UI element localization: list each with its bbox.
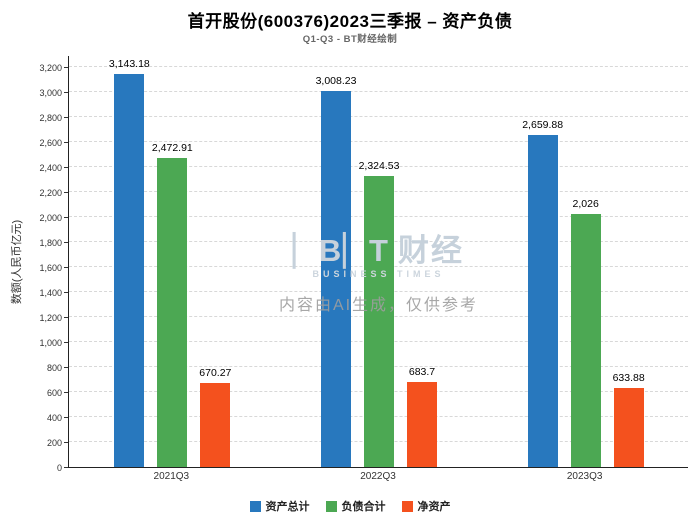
y-tick-mark xyxy=(64,317,68,318)
bar-value-label: 683.7 xyxy=(408,365,436,378)
x-tick-label: 2021Q3 xyxy=(153,471,190,482)
chart-area: 数额(人民币亿元) 0 200 400 600 800 1,000 1,200 1,400 1,… xyxy=(0,56,700,473)
y-tick-mark xyxy=(64,117,68,118)
bar-value-label: 2,026 xyxy=(572,197,599,210)
y-tick-label: 2,200 xyxy=(39,188,62,198)
legend-label: 资产总计 xyxy=(265,501,310,513)
bar-value-label: 3,008.23 xyxy=(315,74,357,87)
y-tick-mark xyxy=(64,217,68,218)
x-axis-ticks: 2021Q3 2022Q3 2023Q3 xyxy=(68,471,688,485)
gridline xyxy=(69,116,688,117)
y-tick-label: 3,000 xyxy=(39,88,62,98)
chart-subtitle: Q1-Q3 - BT财经绘制 xyxy=(302,34,398,45)
y-tick-label: 800 xyxy=(46,363,62,373)
bar-value-label: 2,472.91 xyxy=(151,141,193,154)
y-tick-label: 400 xyxy=(46,413,62,423)
y-tick-label: 2,600 xyxy=(39,138,62,148)
y-tick-mark xyxy=(64,167,68,168)
y-tick-mark xyxy=(64,367,68,368)
legend-swatch xyxy=(249,500,261,512)
y-tick-mark xyxy=(64,392,68,393)
y-tick-mark xyxy=(64,292,68,293)
legend-label: 负债合计 xyxy=(341,501,386,513)
bar-total-assets-2022Q3 xyxy=(321,90,351,467)
legend-label: 净资产 xyxy=(417,501,451,513)
y-tick-label: 2,800 xyxy=(39,113,62,123)
bar-total-assets-2023Q3 xyxy=(527,134,558,467)
legend-swatch xyxy=(325,500,337,512)
gridline xyxy=(69,166,688,167)
chart-title: 首开股份(600376)2023三季报 – 资产负债 xyxy=(187,12,513,31)
x-tick-label: 2023Q3 xyxy=(566,471,603,482)
y-tick-label: 2,000 xyxy=(39,213,62,223)
legend-swatch xyxy=(401,500,413,512)
y-tick-mark xyxy=(64,342,68,343)
legend-item-total-assets: 资产总计 xyxy=(249,498,310,514)
y-tick-mark xyxy=(64,417,68,418)
y-tick-label: 200 xyxy=(46,438,62,448)
y-axis-ticks: 0 200 400 600 800 1,000 1,200 1,400 1,600 1,800 2,… xyxy=(0,56,62,473)
y-tick-label: 1,400 xyxy=(39,288,62,298)
bar-total-liabilities-2022Q3 xyxy=(364,176,394,467)
gridline xyxy=(69,91,688,92)
y-tick-mark xyxy=(64,192,68,193)
bar-net-assets-2022Q3 xyxy=(407,381,437,467)
y-tick-mark xyxy=(64,467,68,468)
y-tick-label: 2,400 xyxy=(39,163,62,173)
y-tick-label: 3,200 xyxy=(39,63,62,73)
y-tick-mark xyxy=(64,92,68,93)
bar-net-assets-2023Q3 xyxy=(613,387,644,467)
y-tick-mark xyxy=(64,242,68,243)
y-tick-label: 600 xyxy=(46,388,62,398)
plot-area: ▏B▏T 财经 BUSINESS TIMES 内容由AI生成，仅供参考 3,143… xyxy=(68,56,688,468)
bar-total-liabilities-2021Q3 xyxy=(157,157,188,467)
x-tick-label: 2022Q3 xyxy=(360,471,396,482)
y-tick-mark xyxy=(64,267,68,268)
bar-value-label: 2,659.88 xyxy=(522,118,564,131)
gridline xyxy=(69,141,688,142)
y-tick-label: 1,000 xyxy=(39,338,62,348)
y-tick-mark xyxy=(64,442,68,443)
bar-total-assets-2021Q3 xyxy=(114,74,145,467)
bt-logo-cn: 财经 xyxy=(398,233,464,268)
y-tick-label: 1,200 xyxy=(39,313,62,323)
bar-value-label: 2,324.53 xyxy=(358,160,400,173)
bar-total-liabilities-2023Q3 xyxy=(570,213,601,467)
bar-value-label: 670.27 xyxy=(199,367,232,380)
legend-item-total-liabilities: 负债合计 xyxy=(325,498,386,514)
y-tick-label: 1,600 xyxy=(39,263,62,273)
y-tick-label: 0 xyxy=(56,463,62,473)
gridline xyxy=(69,66,688,67)
bar-value-label: 3,143.18 xyxy=(108,58,150,71)
y-tick-label: 1,800 xyxy=(39,238,62,248)
legend: 资产总计 负债合计 净资产 xyxy=(0,498,700,514)
bar-net-assets-2021Q3 xyxy=(200,383,231,467)
y-tick-mark xyxy=(64,142,68,143)
bar-value-label: 633.88 xyxy=(612,371,645,384)
y-tick-mark xyxy=(64,67,68,68)
legend-item-net-assets: 净资产 xyxy=(401,498,451,514)
